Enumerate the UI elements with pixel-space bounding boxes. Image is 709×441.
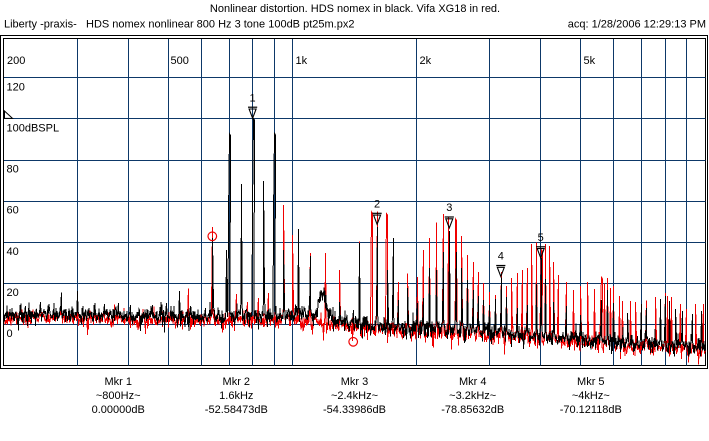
- svg-text:~2.4kHz~: ~2.4kHz~: [331, 390, 378, 402]
- svg-text:5: 5: [538, 232, 544, 244]
- svg-text:80: 80: [7, 164, 19, 176]
- svg-text:~4kHz~: ~4kHz~: [572, 390, 610, 402]
- svg-text:~800Hz~: ~800Hz~: [96, 390, 141, 402]
- svg-text:100dBSPL: 100dBSPL: [7, 123, 60, 135]
- svg-text:120: 120: [7, 82, 25, 94]
- svg-text:2: 2: [374, 199, 380, 211]
- svg-text:5k: 5k: [584, 55, 596, 67]
- svg-text:3: 3: [446, 202, 452, 214]
- svg-text:1.6kHz: 1.6kHz: [219, 390, 253, 402]
- svg-text:1: 1: [250, 92, 256, 104]
- svg-text:Liberty -praxis-: Liberty -praxis-: [4, 19, 77, 31]
- svg-text:Nonlinear distortion. HDS nome: Nonlinear distortion. HDS nomex in black…: [210, 3, 500, 15]
- svg-text:Mkr 3: Mkr 3: [341, 376, 369, 388]
- svg-text:acq: 1/28/2006 12:29:13 PM: acq: 1/28/2006 12:29:13 PM: [568, 19, 706, 31]
- svg-text:40: 40: [7, 246, 19, 258]
- svg-text:2k: 2k: [420, 55, 432, 67]
- svg-text:20: 20: [7, 287, 19, 299]
- svg-text:1k: 1k: [296, 55, 308, 67]
- svg-text:500: 500: [171, 55, 189, 67]
- svg-text:0.00000dB: 0.00000dB: [92, 404, 145, 416]
- svg-text:60: 60: [7, 205, 19, 217]
- svg-text:~3.2kHz~: ~3.2kHz~: [449, 390, 496, 402]
- svg-text:4: 4: [498, 251, 504, 263]
- svg-text:200: 200: [7, 55, 25, 67]
- svg-text:-78.85632dB: -78.85632dB: [441, 404, 504, 416]
- svg-text:Mkr 1: Mkr 1: [104, 376, 132, 388]
- svg-text:Mkr 2: Mkr 2: [223, 376, 251, 388]
- svg-text:-52.58473dB: -52.58473dB: [205, 404, 268, 416]
- svg-text:-70.12118dB: -70.12118dB: [560, 404, 622, 416]
- svg-text:Mkr 5: Mkr 5: [577, 376, 605, 388]
- svg-text:0: 0: [7, 328, 13, 340]
- svg-text:-54.33986dB: -54.33986dB: [323, 404, 386, 416]
- svg-text:Mkr 4: Mkr 4: [459, 376, 487, 388]
- svg-text:HDS nomex nonlinear 800 Hz 3 t: HDS nomex nonlinear 800 Hz 3 tone 100dB …: [86, 19, 354, 31]
